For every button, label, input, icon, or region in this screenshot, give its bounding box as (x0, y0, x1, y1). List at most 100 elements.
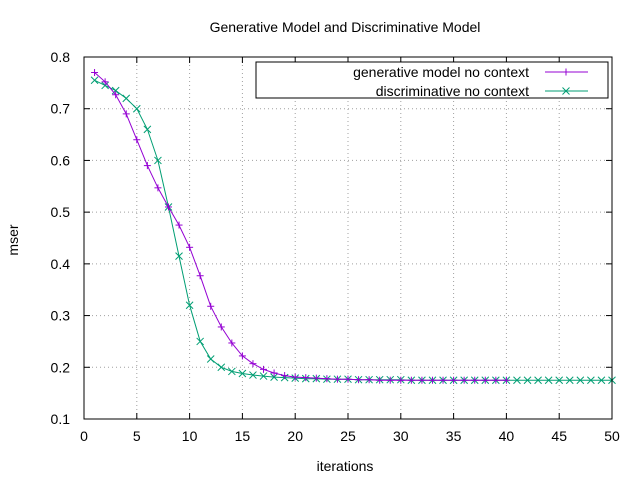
data-point (534, 376, 542, 385)
data-point (597, 376, 606, 385)
data-point (407, 376, 415, 384)
data-point (206, 355, 215, 363)
data-point (450, 376, 458, 384)
legend-box (255, 61, 609, 99)
data-point (418, 376, 426, 384)
data-point (90, 76, 99, 85)
y-tick-label: 0.8 (51, 49, 71, 65)
data-point (270, 369, 278, 377)
data-point (249, 371, 257, 379)
data-point (227, 367, 236, 376)
data-point (291, 373, 299, 381)
data-point (587, 376, 595, 385)
series-line (94, 79, 612, 381)
data-point (154, 184, 162, 192)
data-point (260, 365, 268, 373)
data-point (185, 301, 194, 310)
x-tick-label: 30 (393, 428, 409, 444)
data-point (513, 376, 521, 385)
data-point (143, 125, 152, 134)
data-point (355, 376, 363, 384)
y-axis-label: mser (5, 224, 21, 255)
data-point (101, 81, 109, 90)
data-point (365, 376, 373, 384)
data-point (112, 91, 120, 99)
data-point (397, 376, 405, 384)
series-line (94, 72, 507, 381)
data-point (143, 162, 151, 170)
data-point (428, 376, 436, 384)
legend-marker (562, 87, 570, 95)
data-point (122, 94, 131, 103)
x-tick-label: 50 (604, 428, 620, 444)
legend-label: discriminative no context (376, 83, 529, 99)
legend-label: generative model no context (353, 64, 529, 80)
data-point (217, 363, 226, 372)
data-point (133, 136, 141, 144)
x-tick-label: 5 (133, 428, 141, 444)
data-point (555, 376, 564, 385)
y-tick-label: 0.4 (51, 256, 71, 272)
data-point (376, 376, 384, 384)
x-tick-label: 35 (446, 428, 462, 444)
y-tick-label: 0.7 (51, 101, 71, 117)
data-point (207, 302, 215, 310)
data-point (238, 369, 247, 378)
y-tick-label: 0.2 (51, 359, 71, 375)
data-point (523, 376, 532, 385)
y-tick-label: 0.5 (51, 204, 71, 220)
data-point (565, 376, 574, 385)
x-tick-label: 20 (287, 428, 303, 444)
data-point (196, 272, 204, 280)
data-point (91, 69, 99, 77)
data-point (238, 352, 246, 360)
data-point (481, 376, 489, 384)
data-point (249, 360, 257, 368)
data-point (196, 337, 205, 346)
series-layer (90, 69, 616, 385)
data-point (323, 375, 331, 383)
x-tick-label: 45 (551, 428, 567, 444)
data-point (270, 373, 278, 381)
grid (84, 57, 612, 419)
y-tick-label: 0.6 (51, 152, 71, 168)
data-point (111, 86, 120, 95)
data-point (386, 376, 394, 384)
data-point (186, 243, 194, 251)
x-axis-label: iterations (317, 458, 374, 474)
data-point (154, 156, 162, 165)
data-point (132, 104, 141, 113)
data-point (175, 252, 183, 260)
x-tick-label: 0 (80, 428, 88, 444)
data-point (576, 376, 585, 385)
y-tick-label: 0.1 (51, 411, 71, 427)
data-point (122, 110, 130, 118)
x-tick-label: 40 (499, 428, 515, 444)
data-point (333, 375, 341, 383)
data-point (281, 372, 289, 380)
data-point (544, 376, 553, 385)
data-point (460, 376, 468, 384)
data-point (502, 376, 510, 384)
data-point (175, 221, 183, 229)
data-point (344, 375, 352, 383)
x-tick-label: 15 (235, 428, 251, 444)
data-point (164, 203, 172, 211)
data-point (228, 339, 236, 347)
data-point (492, 376, 500, 384)
data-point (302, 374, 310, 382)
legend-marker (562, 68, 570, 76)
data-point (312, 374, 320, 382)
data-point (471, 376, 479, 384)
x-tick-label: 10 (182, 428, 198, 444)
data-point (439, 376, 447, 384)
x-tick-label: 25 (340, 428, 356, 444)
y-tick-label: 0.3 (51, 308, 71, 324)
legend: generative model no context discriminativ… (255, 61, 609, 99)
data-point (101, 78, 109, 86)
axis-ticks: 0 5 10 15 20 25 30 35 40 45 50 0.1 0.2 0.3 0.4 0.5 0.6 0.… (51, 49, 620, 444)
data-point (217, 323, 225, 331)
chart-title: Generative Model and Discriminative Mode… (210, 19, 481, 35)
data-point (259, 372, 268, 380)
